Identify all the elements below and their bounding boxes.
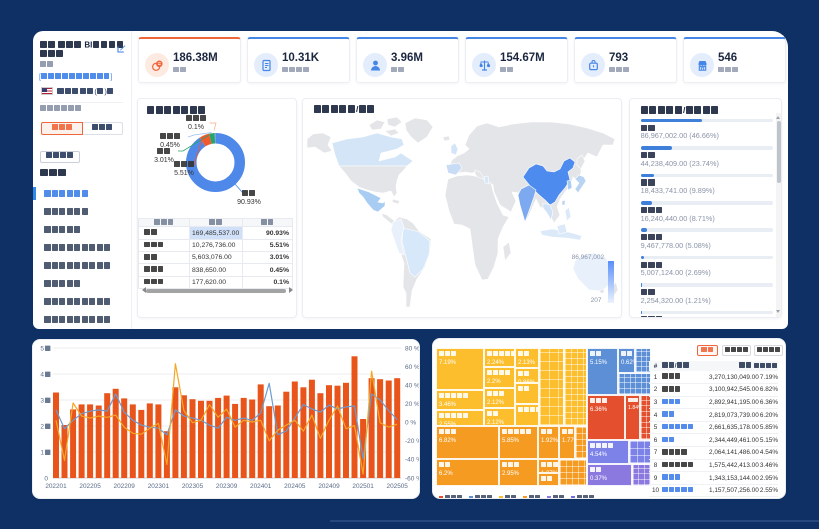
svg-text:5: 5: [40, 345, 44, 352]
svg-text:202409: 202409: [318, 483, 340, 490]
svg-text:0 %: 0 %: [405, 420, 416, 427]
svg-text:202205: 202205: [79, 483, 101, 490]
svg-text:2: 2: [40, 423, 44, 430]
svg-text:40 %: 40 %: [405, 382, 420, 389]
svg-text:202301: 202301: [148, 483, 170, 490]
svg-text:-60 %: -60 %: [405, 475, 420, 482]
svg-text:60 %: 60 %: [405, 364, 420, 371]
svg-text:-40 %: -40 %: [405, 457, 420, 464]
svg-text:80 %: 80 %: [405, 345, 420, 352]
svg-text:20 %: 20 %: [405, 401, 420, 408]
svg-text:202209: 202209: [114, 483, 136, 490]
svg-text:3: 3: [40, 397, 44, 404]
svg-text:202405: 202405: [284, 483, 306, 490]
svg-text:202305: 202305: [182, 483, 204, 490]
svg-text:1: 1: [40, 449, 44, 456]
svg-text:202309: 202309: [216, 483, 238, 490]
svg-text:-20 %: -20 %: [405, 438, 420, 445]
svg-text:4: 4: [40, 371, 44, 378]
svg-text:0: 0: [44, 475, 48, 482]
svg-text:202501: 202501: [352, 483, 374, 490]
svg-text:202201: 202201: [45, 483, 67, 490]
svg-text:202505: 202505: [387, 483, 409, 490]
svg-text:202401: 202401: [250, 483, 272, 490]
